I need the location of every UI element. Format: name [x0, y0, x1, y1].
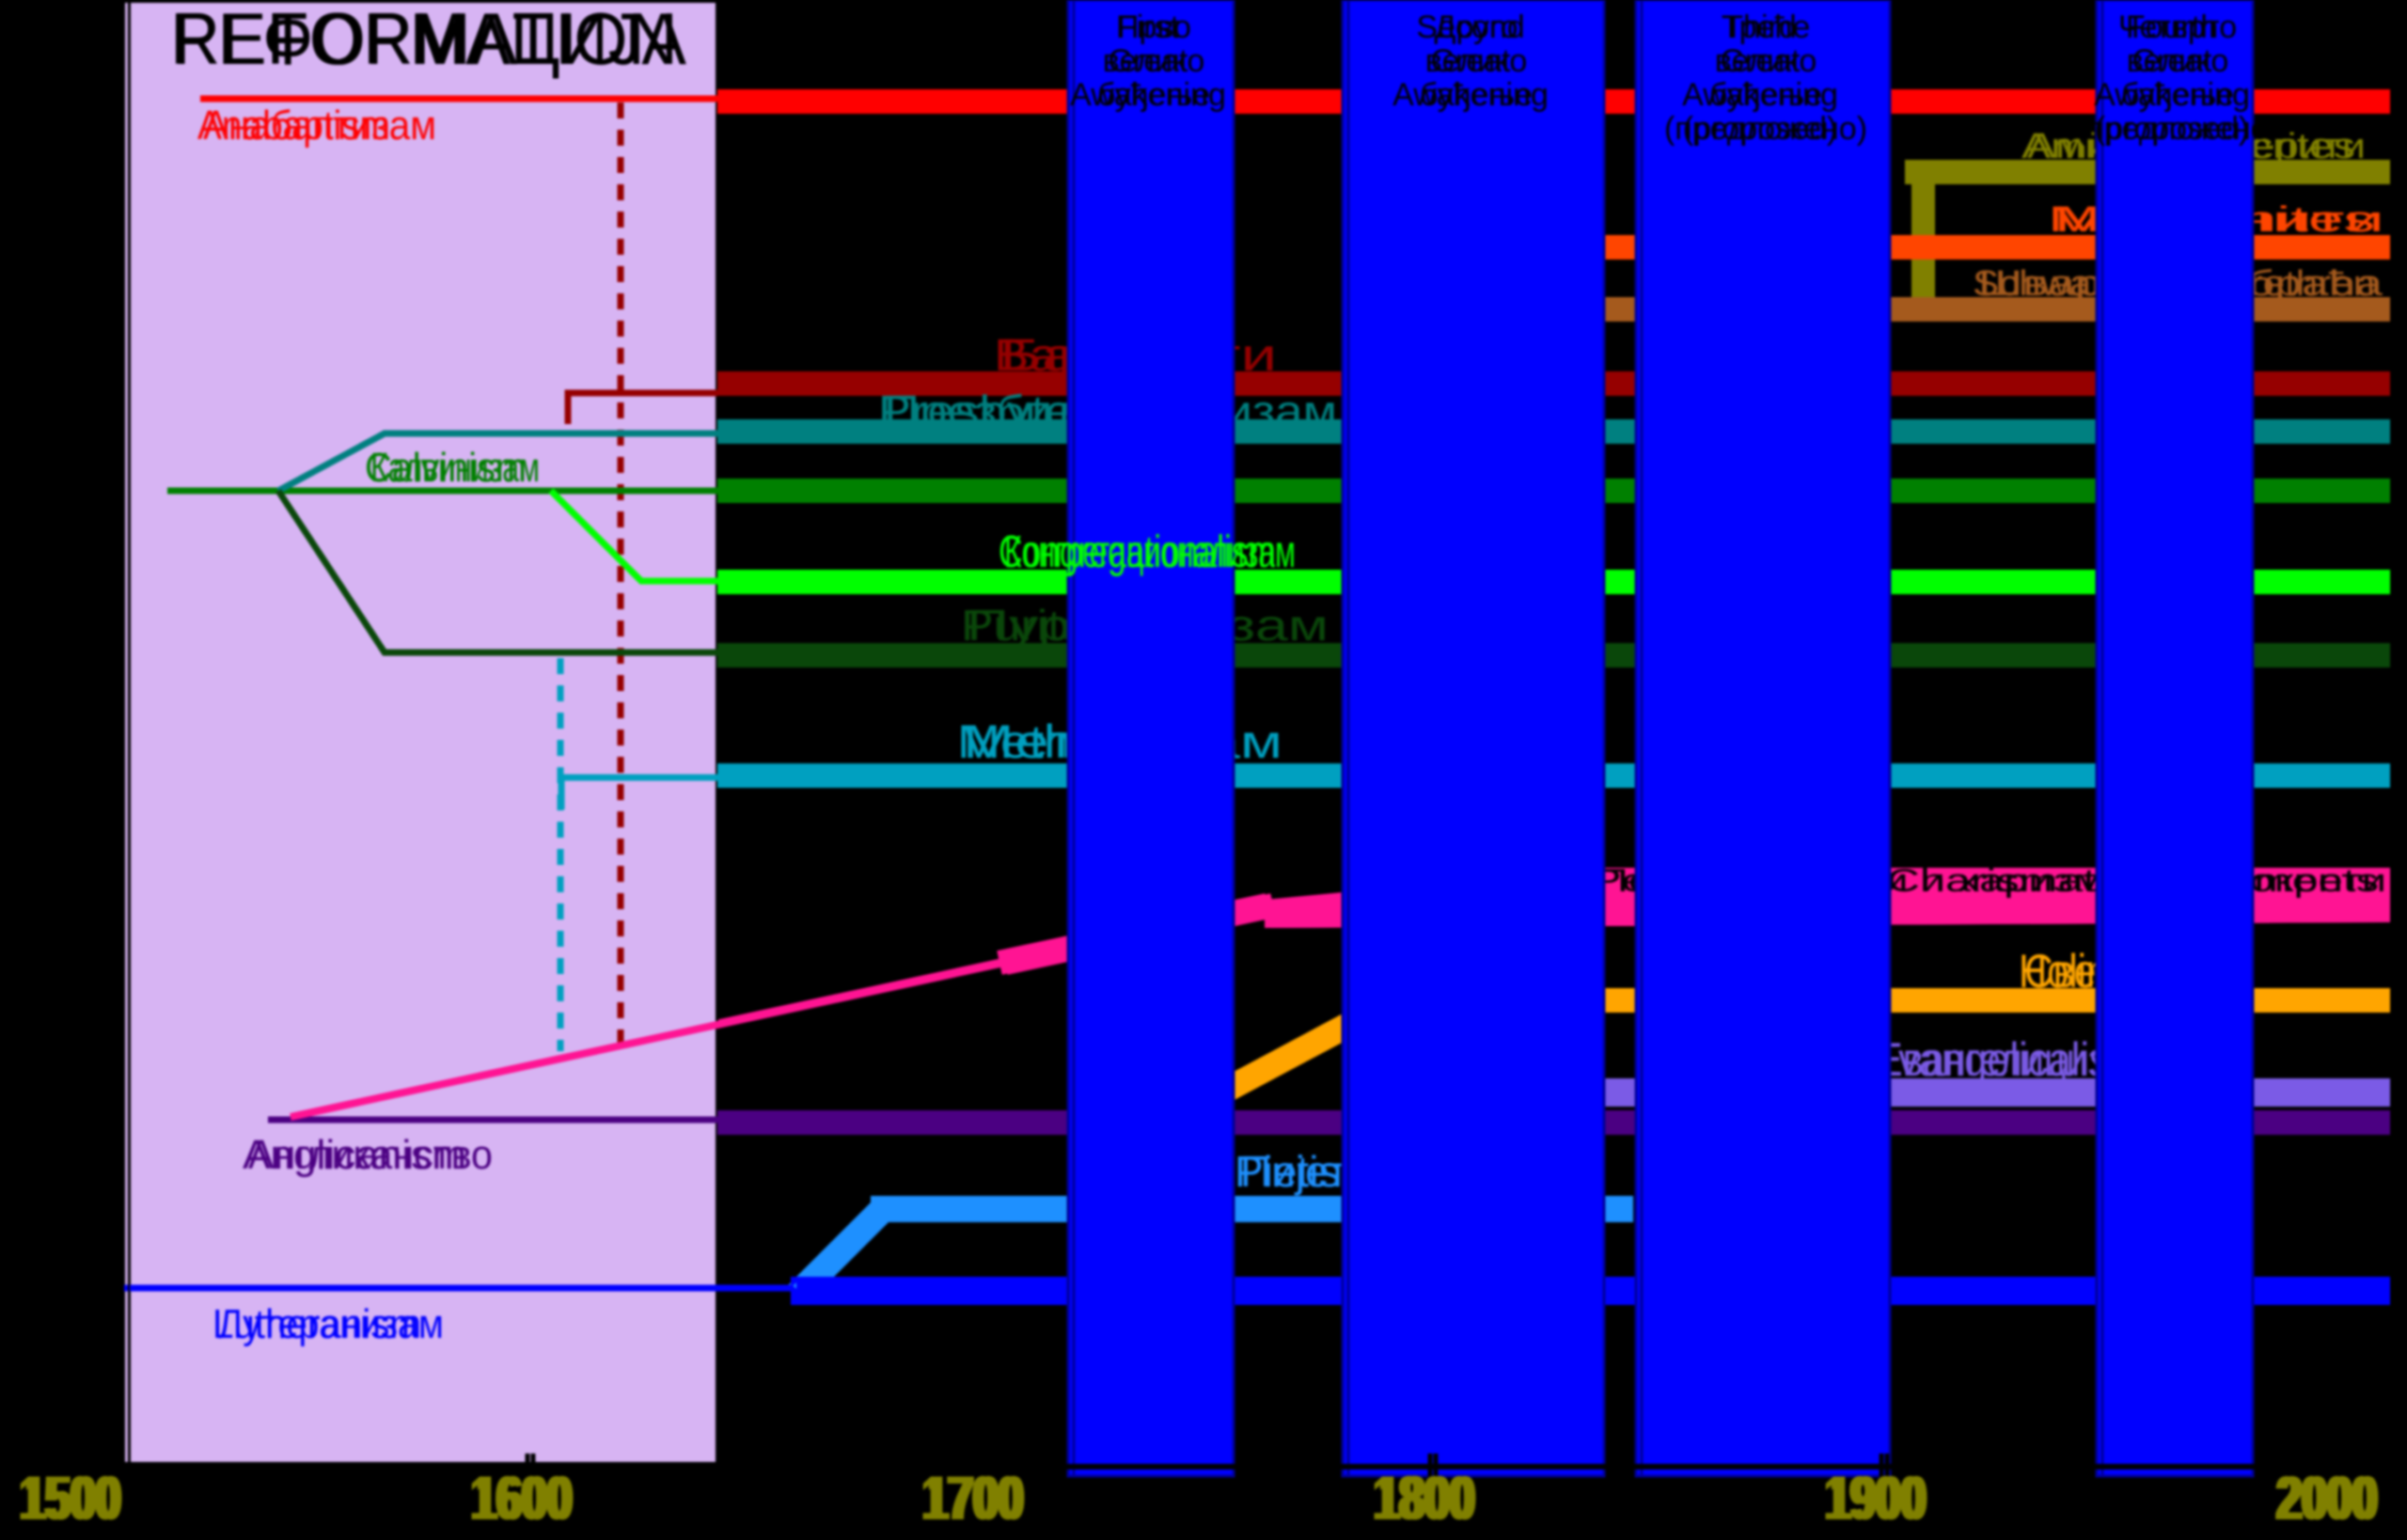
svg-text:1500: 1500 — [18, 1463, 118, 1532]
svg-text:(предложено): (предложено) — [2076, 111, 2279, 147]
svg-text:(proposed): (proposed) — [2095, 111, 2249, 147]
svg-text:буђење: буђење — [2121, 77, 2234, 113]
svg-text:Second: Second — [1416, 9, 1524, 45]
svg-text:Anglicanism: Anglicanism — [243, 1132, 466, 1178]
svg-text:2000: 2000 — [2280, 1463, 2381, 1532]
svg-text:(предложено): (предложено) — [1664, 111, 1867, 147]
svg-text:буђење: буђење — [1420, 77, 1533, 113]
svg-text:Awakening: Awakening — [1070, 77, 1226, 113]
svg-text:Друго: Друго — [1434, 9, 1518, 45]
svg-text:2000: 2000 — [2274, 1463, 2375, 1532]
svg-text:Awakening: Awakening — [2094, 77, 2250, 113]
svg-text:Конгрегационализам: Конгрегационализам — [1004, 527, 1296, 577]
svg-text:РЕФОРМАЦИЈА: РЕФОРМАЦИЈА — [173, 0, 686, 80]
svg-text:Awakening: Awakening — [1682, 77, 1838, 113]
svg-text:Great: Great — [2132, 43, 2212, 79]
svg-text:велико: велико — [1425, 43, 1527, 79]
svg-text:буђење: буђење — [1709, 77, 1822, 113]
svg-text:1600: 1600 — [475, 1463, 575, 1532]
svg-text:велико: велико — [1103, 43, 1204, 79]
svg-text:1900: 1900 — [1829, 1463, 1929, 1532]
svg-text:Great: Great — [1108, 43, 1188, 79]
svg-text:Треће: Треће — [1722, 9, 1811, 45]
svg-text:Anabaptism: Anabaptism — [197, 102, 390, 149]
svg-text:1500: 1500 — [24, 1463, 124, 1532]
svg-text:велико: велико — [2127, 43, 2228, 79]
svg-text:Great: Great — [1720, 43, 1801, 79]
svg-text:1900: 1900 — [1823, 1463, 1924, 1532]
svg-text:буђење: буђење — [1097, 77, 1210, 113]
svg-text:Анабаптизам: Анабаптизам — [203, 102, 436, 149]
svg-text:1800: 1800 — [1372, 1463, 1472, 1532]
svg-text:Awakening: Awakening — [1392, 77, 1549, 113]
svg-text:Калвинизам: Калвинизам — [370, 445, 540, 491]
svg-text:1700: 1700 — [926, 1463, 1027, 1532]
svg-text:First: First — [1117, 9, 1180, 45]
svg-text:Лутеранизам: Лутеранизам — [218, 1301, 444, 1347]
svg-text:Англиканство: Англиканство — [248, 1132, 493, 1178]
svg-text:велико: велико — [1715, 43, 1817, 79]
svg-text:Great: Great — [1430, 43, 1511, 79]
svg-text:Third: Third — [1723, 9, 1796, 45]
svg-text:Прво: Прво — [1116, 9, 1191, 45]
svg-text:1600: 1600 — [469, 1463, 570, 1532]
svg-text:Calvinism: Calvinism — [365, 445, 527, 491]
svg-text:Четврто: Четврто — [2118, 9, 2237, 45]
svg-text:Fourth: Fourth — [2126, 9, 2218, 45]
svg-text:REFORMATION: REFORMATION — [170, 0, 678, 80]
svg-text:Lutheranism: Lutheranism — [212, 1301, 421, 1347]
svg-text:1700: 1700 — [920, 1463, 1021, 1532]
svg-text:1800: 1800 — [1377, 1463, 1478, 1532]
svg-text:(proposed): (proposed) — [1683, 111, 1837, 147]
svg-text:Congregationalism: Congregationalism — [999, 527, 1276, 577]
